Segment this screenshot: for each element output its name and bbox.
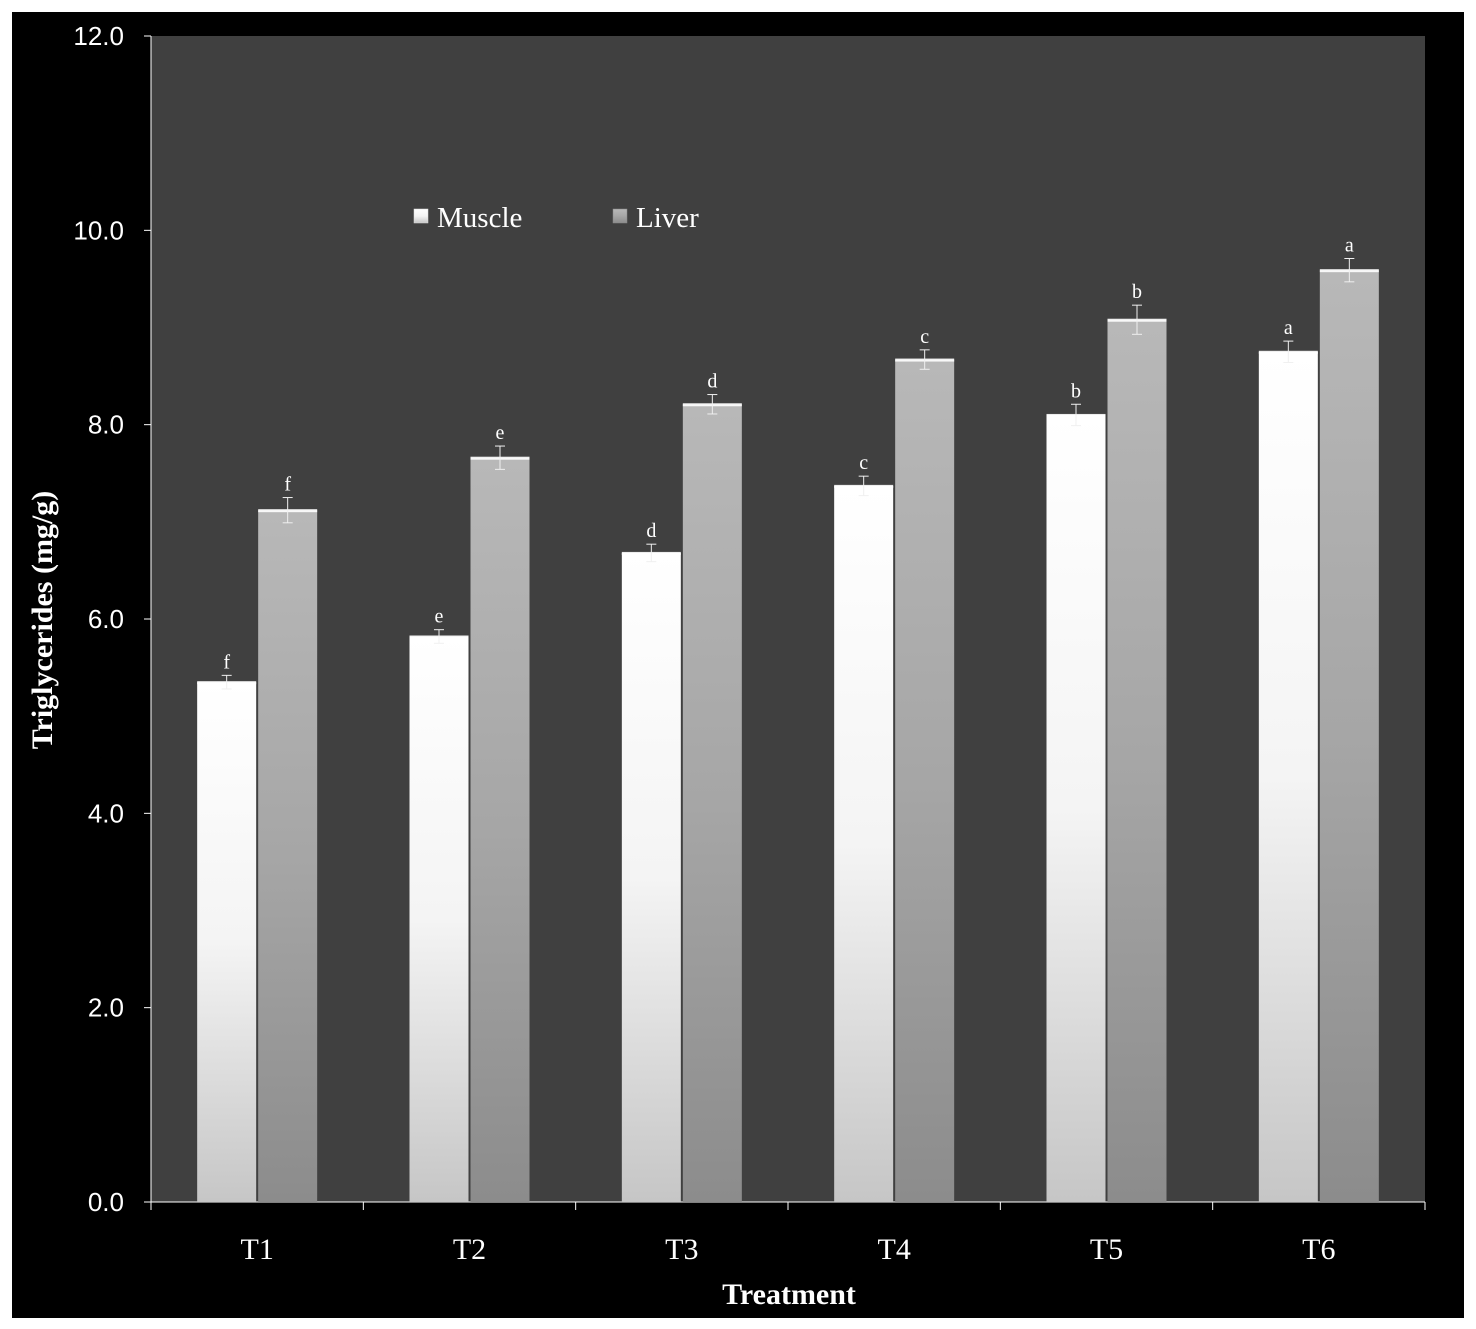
bar-liver: [470, 457, 530, 1202]
y-tick-label: 10.0: [73, 215, 124, 245]
significance-label: e: [496, 422, 505, 444]
x-tick-label: T1: [241, 1233, 274, 1266]
bar-liver: [1107, 319, 1167, 1202]
significance-label: a: [1345, 235, 1354, 257]
bar-liver: [258, 510, 318, 1202]
legend-swatch-liver: [612, 208, 628, 224]
bar-muscle: [621, 552, 681, 1202]
significance-label: a: [1284, 317, 1293, 339]
bar-muscle: [834, 485, 894, 1202]
legend-label-muscle: Muscle: [437, 202, 522, 234]
legend: Muscle Liver: [413, 202, 699, 234]
y-tick-label: 0.0: [88, 1187, 124, 1217]
y-tick-label: 2.0: [88, 993, 124, 1023]
legend-swatch-muscle: [413, 208, 429, 224]
y-tick-label: 12.0: [73, 21, 124, 51]
significance-label: d: [707, 371, 717, 393]
y-tick-label: 4.0: [88, 798, 124, 828]
significance-label: d: [646, 520, 656, 542]
x-tick-label: T2: [453, 1233, 486, 1266]
x-tick-label: T5: [1090, 1233, 1123, 1266]
significance-label: f: [223, 651, 230, 673]
x-tick-label: T6: [1302, 1233, 1335, 1266]
bar-liver: [1319, 270, 1379, 1203]
bar-muscle: [197, 682, 257, 1202]
significance-label: c: [920, 326, 929, 348]
bar-liver: [895, 359, 955, 1202]
y-tick-label: 8.0: [88, 410, 124, 440]
x-tick-label: T3: [665, 1233, 698, 1266]
significance-label: e: [435, 606, 444, 628]
significance-label: b: [1071, 380, 1081, 402]
axes: 0.0 2.0 4.0 6.0 8.0 10.0 12.0 T1 T2 T3 T4 T5 T6: [73, 21, 1426, 1266]
plot-area: [151, 36, 1425, 1202]
y-tick-label: 6.0: [88, 604, 124, 634]
bars: [197, 258, 1379, 1203]
significance-label: b: [1132, 281, 1142, 303]
bar-muscle: [409, 636, 469, 1202]
y-axis-title: Triglycerides (mg/g): [26, 491, 59, 750]
x-tick-label: T4: [878, 1233, 911, 1266]
data-labels: f e d c b a f e d c b a: [223, 235, 1354, 674]
bar-liver: [682, 404, 742, 1202]
significance-label: f: [284, 474, 291, 496]
bar-muscle: [1046, 414, 1106, 1202]
x-axis-title: Treatment: [722, 1278, 856, 1311]
bar-muscle: [1258, 351, 1318, 1203]
significance-label: c: [859, 452, 868, 474]
legend-label-liver: Liver: [636, 202, 699, 234]
